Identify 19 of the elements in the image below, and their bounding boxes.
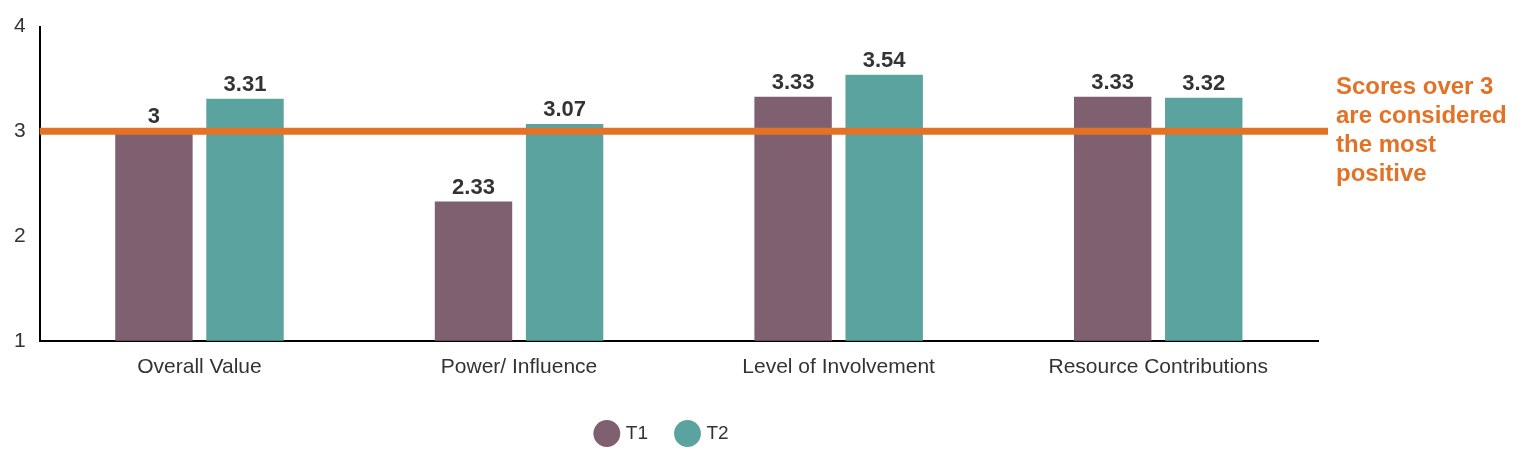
- data-label: 3.07: [543, 96, 586, 122]
- data-label: 3.31: [223, 70, 267, 96]
- y-tick-label: 4: [13, 13, 26, 37]
- x-tick-label: Resource Contributions: [1048, 354, 1268, 378]
- y-tick-label: 1: [13, 327, 26, 351]
- x-tick-label: Overall Value: [137, 354, 262, 378]
- x-tick-label: Level of Involvement: [742, 354, 936, 378]
- y-tick-label: 2: [13, 222, 26, 246]
- data-label: 3.33: [1091, 68, 1135, 94]
- ref-line-label: Scores over 3 are considered the most positive: [1336, 72, 1507, 187]
- data-label: 2.33: [452, 173, 495, 199]
- data-label: 3.32: [1182, 69, 1226, 95]
- y-tick-label: 3: [13, 118, 26, 142]
- data-label: 3.33: [771, 68, 815, 94]
- legend-label: T2: [706, 421, 729, 443]
- data-label: 3.54: [862, 46, 907, 72]
- legend-label: T1: [625, 421, 649, 443]
- data-label: 3: [147, 103, 161, 129]
- x-tick-label: Power/ Influence: [440, 354, 598, 378]
